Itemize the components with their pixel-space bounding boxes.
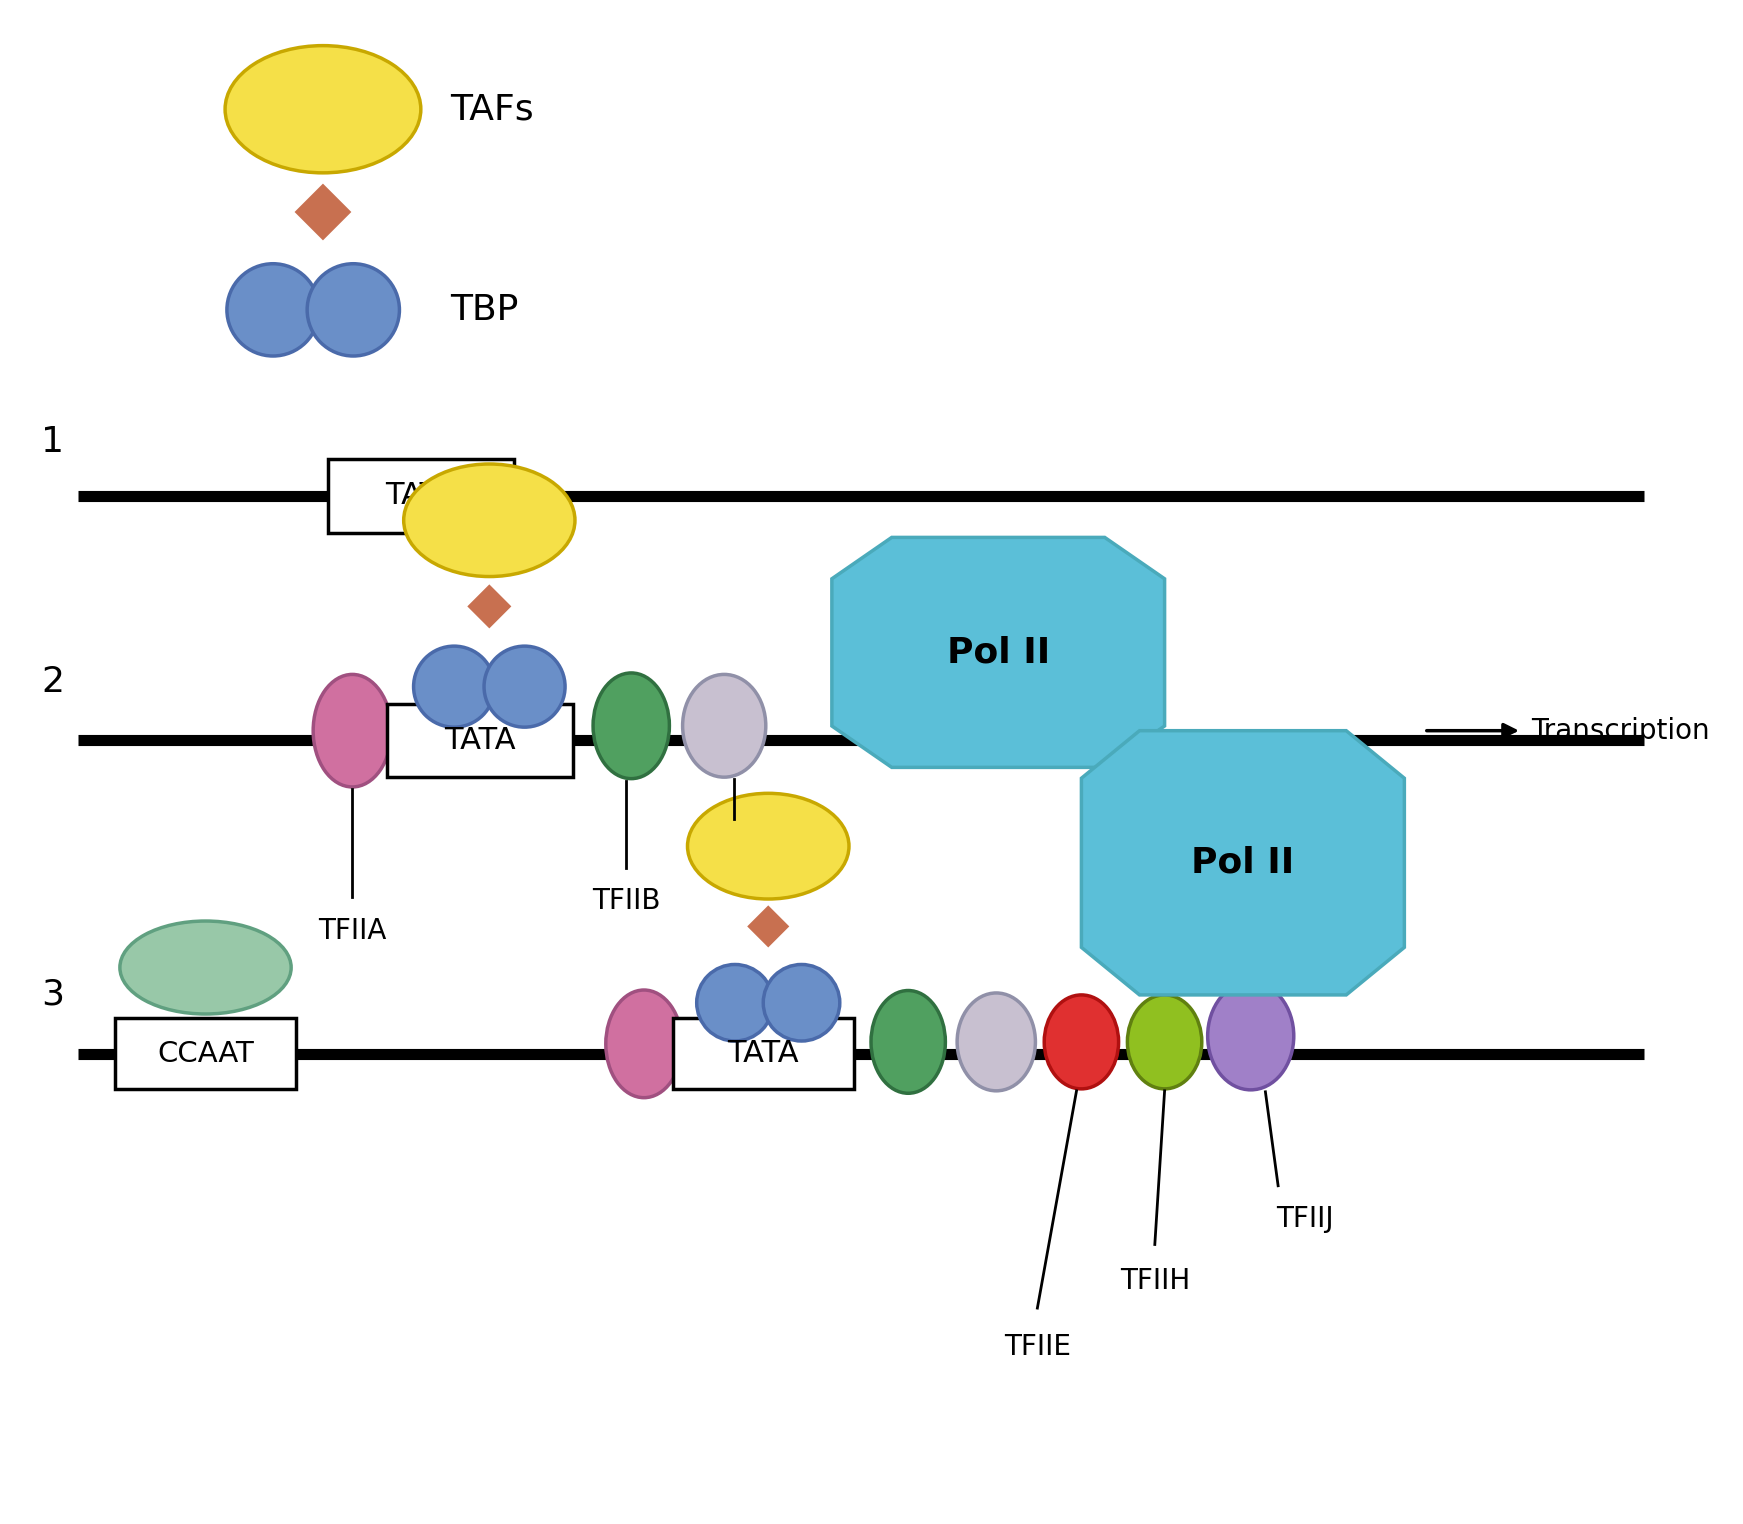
Ellipse shape bbox=[593, 674, 669, 779]
Ellipse shape bbox=[1208, 981, 1293, 1090]
FancyBboxPatch shape bbox=[387, 704, 572, 777]
Ellipse shape bbox=[687, 794, 849, 899]
Text: TBP: TBP bbox=[450, 293, 519, 326]
Text: Pol II: Pol II bbox=[1190, 846, 1295, 879]
Text: TFIIE: TFIIE bbox=[1004, 1332, 1070, 1361]
Polygon shape bbox=[831, 538, 1164, 768]
Ellipse shape bbox=[120, 920, 291, 1013]
Polygon shape bbox=[469, 585, 511, 626]
Text: Pol II: Pol II bbox=[946, 636, 1049, 669]
Text: TATA: TATA bbox=[727, 1039, 798, 1068]
Ellipse shape bbox=[404, 463, 575, 576]
Text: TAFs: TAFs bbox=[450, 93, 533, 126]
Ellipse shape bbox=[225, 46, 420, 172]
FancyBboxPatch shape bbox=[328, 459, 514, 532]
Ellipse shape bbox=[314, 675, 392, 786]
Polygon shape bbox=[296, 184, 350, 239]
Text: 2: 2 bbox=[42, 664, 64, 698]
Ellipse shape bbox=[683, 675, 765, 777]
Text: 3: 3 bbox=[42, 978, 64, 1012]
Ellipse shape bbox=[485, 646, 565, 727]
Ellipse shape bbox=[307, 264, 399, 357]
Ellipse shape bbox=[227, 264, 319, 357]
Ellipse shape bbox=[697, 965, 774, 1041]
FancyBboxPatch shape bbox=[673, 1018, 854, 1088]
Text: TFIIF: TFIIF bbox=[777, 838, 844, 866]
Ellipse shape bbox=[1044, 995, 1119, 1088]
Ellipse shape bbox=[607, 991, 682, 1097]
Text: 1: 1 bbox=[42, 425, 64, 459]
Ellipse shape bbox=[763, 965, 840, 1041]
Ellipse shape bbox=[1128, 995, 1201, 1088]
Polygon shape bbox=[749, 907, 788, 946]
Text: TFIIA: TFIIA bbox=[319, 916, 387, 945]
Text: TFIIB: TFIIB bbox=[593, 887, 661, 916]
Text: TATA: TATA bbox=[385, 482, 457, 511]
Text: TFIIH: TFIIH bbox=[1119, 1266, 1190, 1295]
Ellipse shape bbox=[872, 991, 945, 1093]
FancyBboxPatch shape bbox=[115, 1018, 296, 1088]
Ellipse shape bbox=[413, 646, 495, 727]
Text: TATA: TATA bbox=[444, 725, 516, 754]
Polygon shape bbox=[1081, 730, 1405, 995]
Text: CCAAT: CCAAT bbox=[157, 1039, 254, 1068]
Text: TFIIJ: TFIIJ bbox=[1276, 1205, 1333, 1233]
Ellipse shape bbox=[957, 994, 1035, 1091]
Text: Transcription: Transcription bbox=[1532, 716, 1710, 745]
